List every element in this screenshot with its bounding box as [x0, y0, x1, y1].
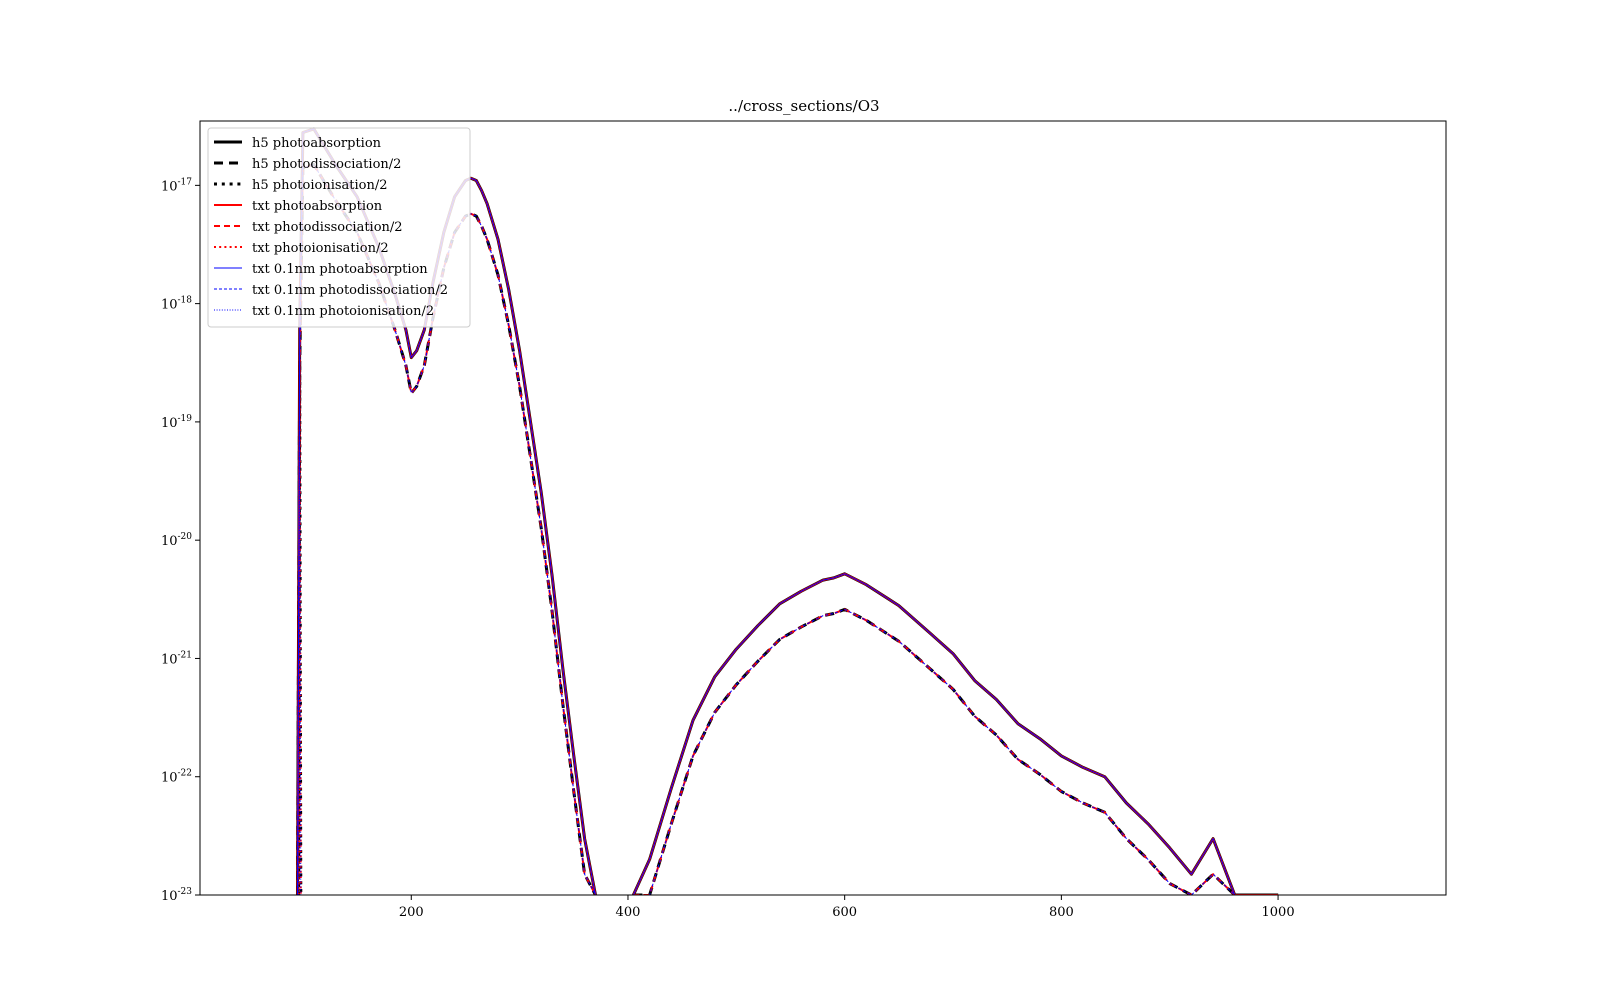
legend-label: txt photodissociation/2	[252, 220, 403, 235]
series-line-6-2	[632, 573, 1279, 895]
y-tick-label: 10-22	[161, 769, 192, 786]
legend-label: h5 photodissociation/2	[252, 157, 401, 172]
y-tick-label: 10-23	[161, 887, 192, 904]
x-tick-label: 200	[399, 905, 424, 920]
legend-label: txt 0.1nm photodissociation/2	[252, 283, 448, 298]
chart-title: ../cross_sections/O3	[728, 97, 879, 115]
legend-label: txt photoabsorption	[252, 199, 383, 214]
x-tick-label: 400	[616, 905, 641, 920]
legend: h5 photoabsorption h5 photodissociation/2…	[207, 127, 471, 328]
series-line-0-2	[632, 572, 1279, 895]
legend-label: h5 photoabsorption	[252, 136, 382, 151]
x-axis: 200 400 600 800 1000	[399, 895, 1295, 920]
y-tick-label: 10-18	[161, 296, 192, 313]
x-tick-label: 600	[832, 905, 857, 920]
series-line-1-3	[633, 607, 1279, 895]
series-line-4-3	[633, 608, 1279, 895]
x-tick-label: 800	[1049, 905, 1074, 920]
y-axis: 10-23 10-22 10-21 10-20 10-19 10-18 10-17	[161, 177, 200, 904]
y-tick-label: 10-19	[161, 414, 192, 431]
legend-label: txt photoionisation/2	[252, 241, 389, 256]
legend-frame	[207, 127, 471, 328]
legend-label: txt 0.1nm photoabsorption	[252, 262, 428, 277]
legend-label: h5 photoionisation/2	[252, 178, 388, 193]
y-tick-label: 10-20	[161, 532, 192, 549]
x-tick-label: 1000	[1262, 905, 1295, 920]
series-line-3-2	[632, 572, 1279, 895]
series-line-7-3	[633, 608, 1279, 895]
legend-label: txt 0.1nm photoionisation/2	[252, 304, 434, 319]
y-tick-label: 10-21	[161, 650, 192, 667]
plot-frame	[199, 120, 1447, 896]
y-tick-label: 10-17	[161, 177, 192, 194]
